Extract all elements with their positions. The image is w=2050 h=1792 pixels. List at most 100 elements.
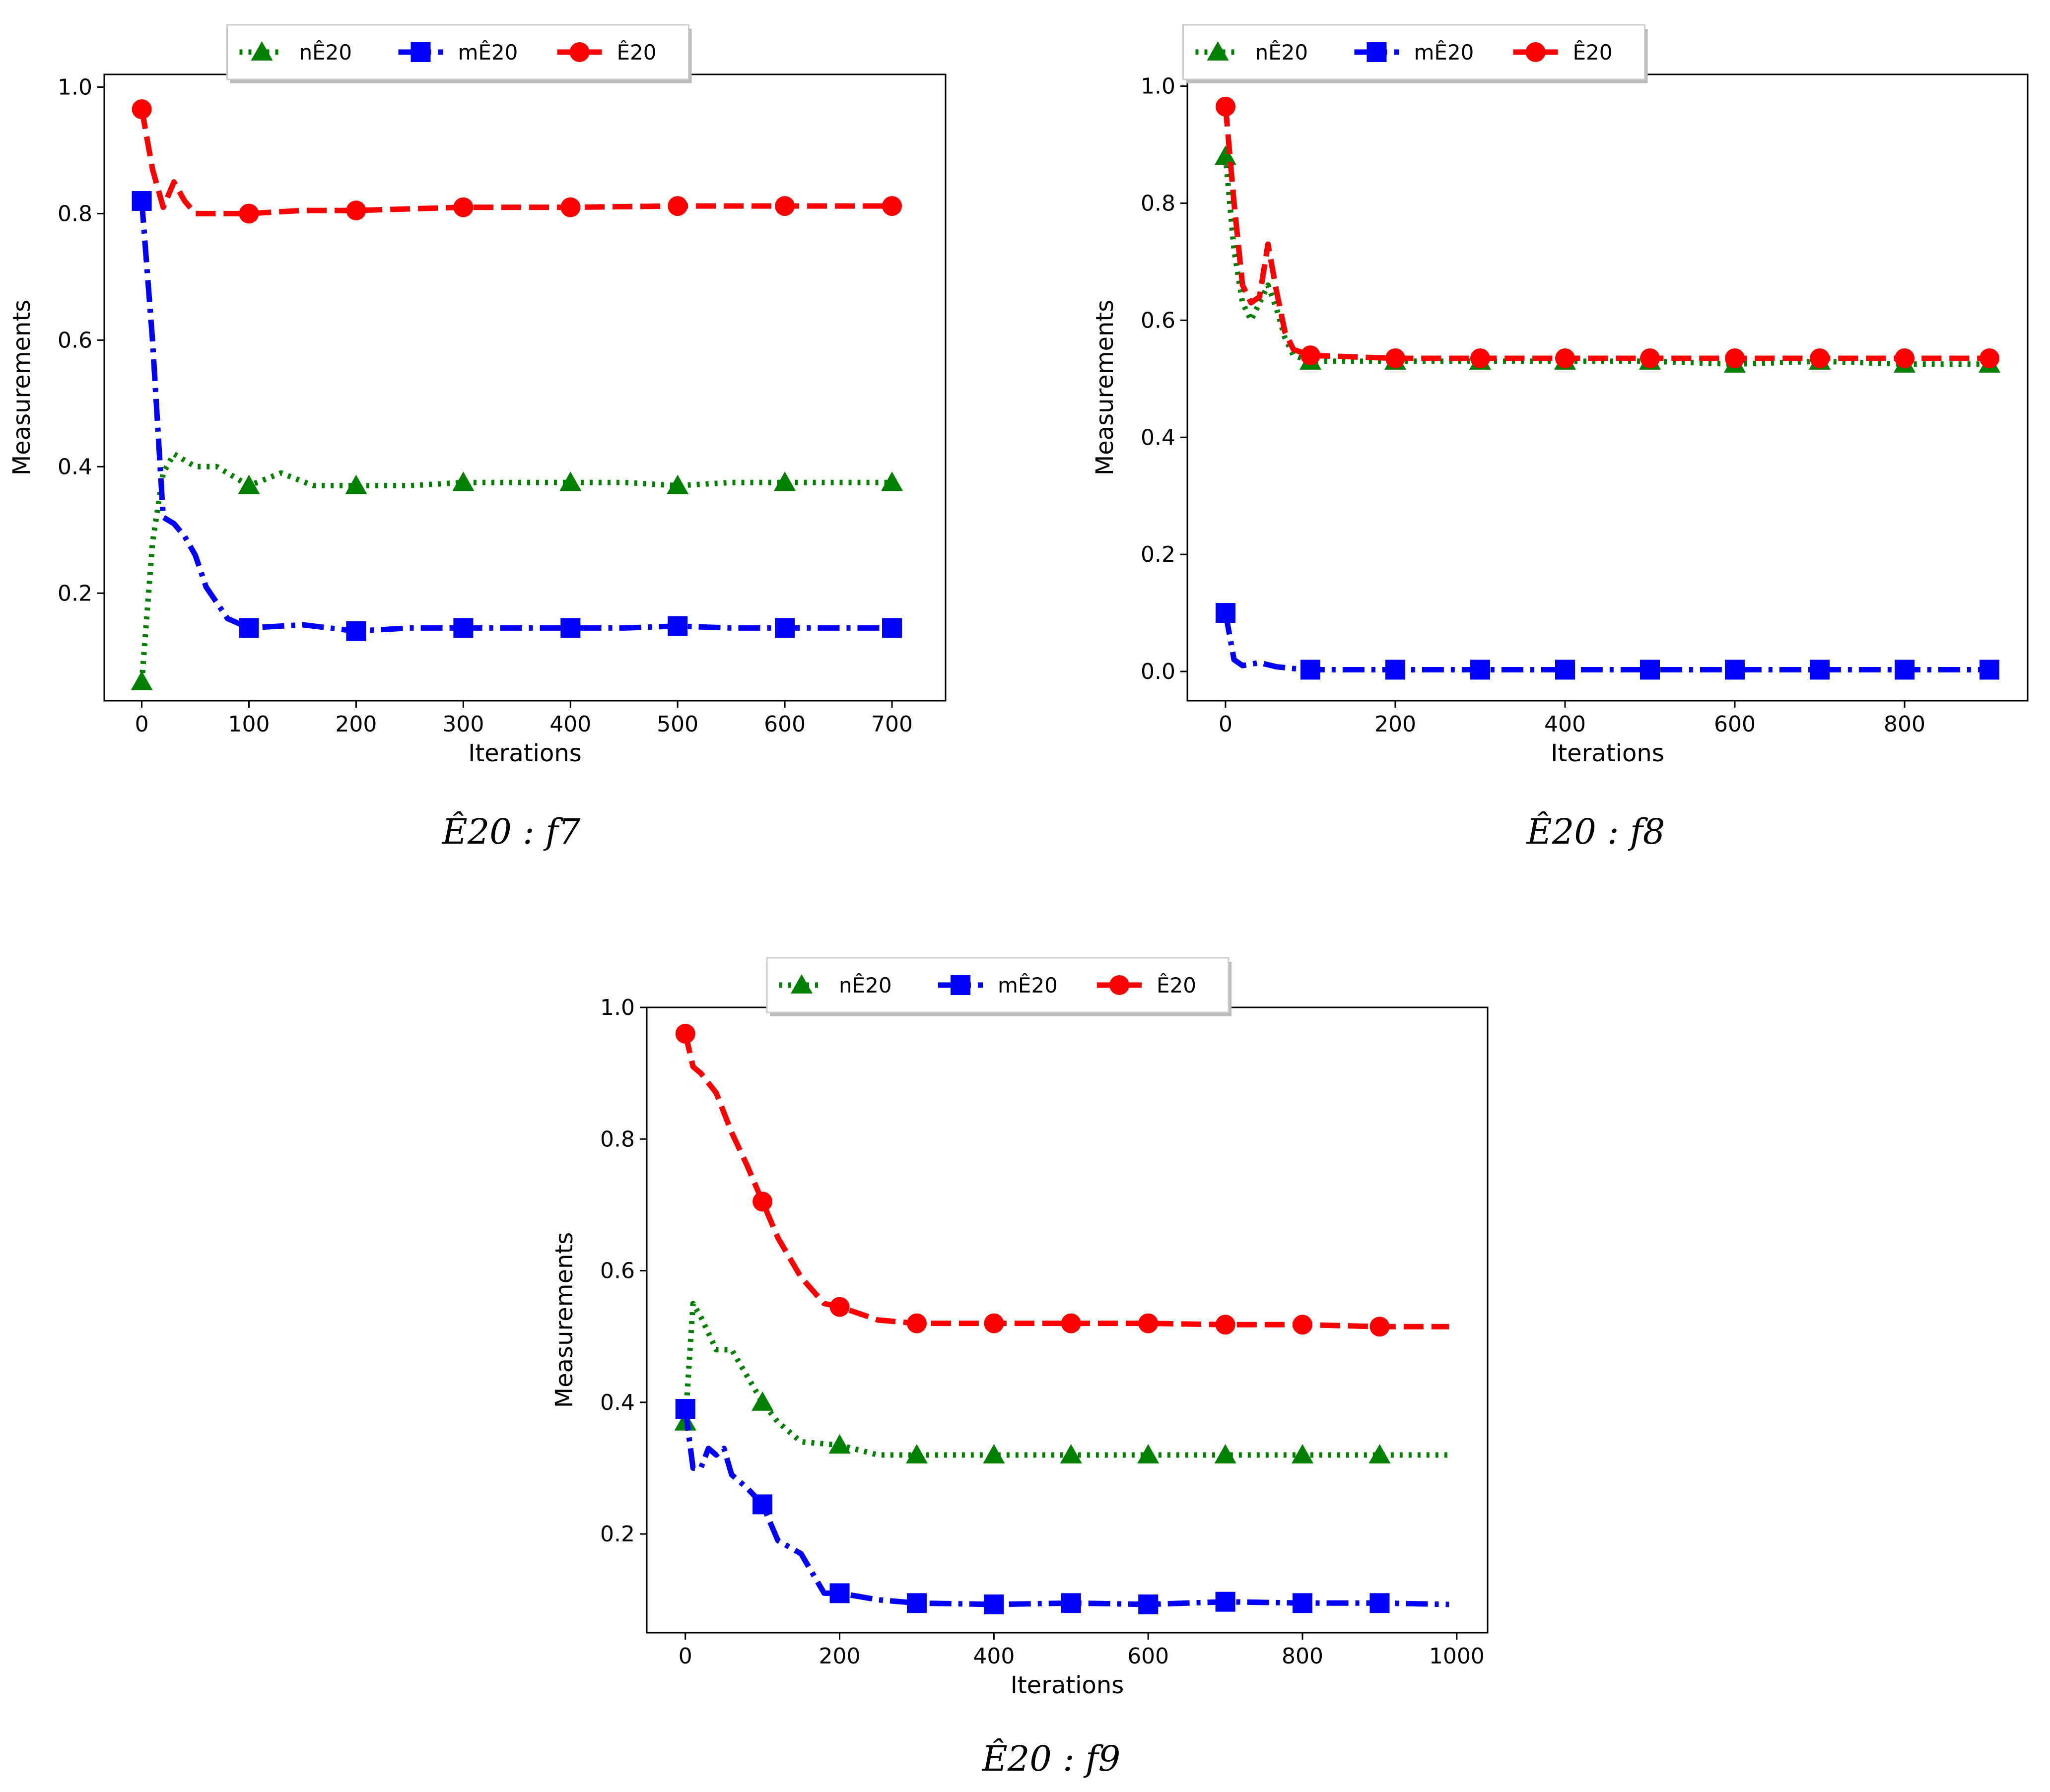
legend-marker	[1525, 42, 1546, 62]
legend-marker	[251, 41, 273, 61]
data-point	[1895, 660, 1915, 680]
y-axis-label: Measurements	[550, 1232, 578, 1408]
data-point	[560, 618, 581, 638]
x-axis-label: Iterations	[1551, 739, 1664, 767]
data-point	[668, 616, 688, 636]
data-point	[828, 1434, 851, 1454]
data-point	[132, 191, 152, 211]
data-point	[453, 618, 474, 638]
legend-label: Ê20	[617, 40, 657, 65]
plot-frame	[1186, 73, 2029, 702]
series-line-e20	[683, 1033, 1449, 1329]
data-point	[1555, 660, 1575, 680]
x-tick-label: 400	[973, 1644, 1015, 1669]
data-point	[1293, 1593, 1313, 1613]
x-axis-label: Iterations	[468, 739, 582, 767]
data-point	[1300, 345, 1320, 366]
data-point	[1138, 1313, 1159, 1333]
x-tick-label: 0	[679, 1644, 692, 1669]
x-axis-label: Iterations	[1011, 1671, 1124, 1699]
legend-marker	[1367, 42, 1387, 62]
data-point	[1137, 1444, 1160, 1463]
y-tick-label: 0.6	[58, 328, 92, 353]
x-tick-label: 0	[135, 712, 149, 737]
series-line-e20	[1223, 106, 1989, 361]
data-point	[559, 471, 582, 491]
y-tick-label: 0.2	[58, 581, 92, 606]
legend-marker	[951, 975, 970, 995]
data-point	[1555, 348, 1575, 369]
data-point	[1810, 348, 1830, 369]
chart-caption: Ê20 : f9	[981, 1738, 1121, 1779]
y-tick-label: 0.8	[58, 201, 92, 226]
data-point	[775, 196, 795, 216]
y-tick-label: 0.4	[1141, 425, 1175, 450]
data-point	[1980, 348, 2000, 369]
data-point	[667, 474, 689, 494]
data-point	[1895, 348, 1915, 369]
data-point	[984, 1313, 1004, 1333]
data-point	[1725, 348, 1745, 369]
data-point	[905, 1444, 928, 1463]
x-tick-label: 200	[335, 712, 377, 737]
series-line-m-e20	[1223, 612, 1989, 672]
data-point	[775, 618, 795, 638]
data-point	[774, 471, 796, 491]
data-point	[1640, 660, 1660, 680]
x-tick-label: 500	[657, 712, 698, 737]
legend-box	[766, 957, 1230, 1013]
data-point	[345, 474, 367, 494]
x-tick-label: 300	[442, 712, 484, 737]
chart-caption: Ê20 : f8	[1526, 811, 1665, 852]
legend-label: nÊ20	[1255, 40, 1308, 65]
data-point	[829, 1297, 850, 1317]
x-tick-label: 400	[1544, 712, 1586, 737]
y-axis-label: Measurements	[8, 300, 36, 476]
legend-label: mÊ20	[458, 40, 518, 65]
data-point	[1980, 660, 2000, 680]
data-point	[882, 196, 902, 216]
data-point	[1214, 145, 1236, 165]
legend: nÊ20 mÊ20 Ê20	[1182, 24, 1648, 83]
legend-label: nÊ20	[839, 973, 892, 997]
data-point	[1060, 1444, 1082, 1463]
x-tick-label: 700	[871, 712, 913, 737]
data-point	[752, 1192, 773, 1212]
data-point	[1725, 660, 1745, 680]
data-point	[1640, 348, 1660, 369]
data-point	[983, 1444, 1005, 1463]
x-tick-label: 1000	[1429, 1644, 1485, 1669]
data-point	[1292, 1444, 1314, 1463]
series-line-e20	[139, 109, 892, 216]
legend-box	[226, 24, 689, 80]
data-point	[239, 203, 259, 224]
data-point	[1293, 1315, 1313, 1335]
legend: nÊ20 mÊ20 Ê20	[766, 957, 1231, 1016]
data-point	[675, 1399, 695, 1419]
data-point	[1061, 1313, 1081, 1333]
legend-marker	[410, 42, 431, 62]
x-tick-label: 600	[764, 712, 806, 737]
data-point	[132, 99, 152, 120]
data-point	[1214, 1444, 1236, 1463]
plot-frame	[103, 73, 947, 702]
data-point	[882, 618, 902, 638]
data-point	[1215, 603, 1235, 623]
y-tick-label: 0.6	[1141, 308, 1175, 333]
data-point	[906, 1313, 927, 1333]
x-tick-label: 600	[1127, 1644, 1169, 1669]
legend-marker	[569, 42, 590, 62]
x-tick-label: 0	[1219, 712, 1232, 737]
chart-f9: 0 200 400 600 800 1000 0.2 0.4 0.6 0.8 1.0 Iteratio…	[550, 957, 1489, 1779]
legend-label: mÊ20	[998, 973, 1058, 997]
data-point	[453, 197, 474, 217]
data-point	[1215, 1315, 1235, 1335]
data-point	[1300, 660, 1320, 680]
series-line-n-e20	[1223, 156, 1989, 367]
data-point	[1138, 1594, 1159, 1614]
y-tick-label: 0.6	[600, 1259, 635, 1284]
data-point	[1215, 1592, 1235, 1612]
data-point	[1368, 1444, 1391, 1463]
data-point	[1061, 1593, 1081, 1613]
